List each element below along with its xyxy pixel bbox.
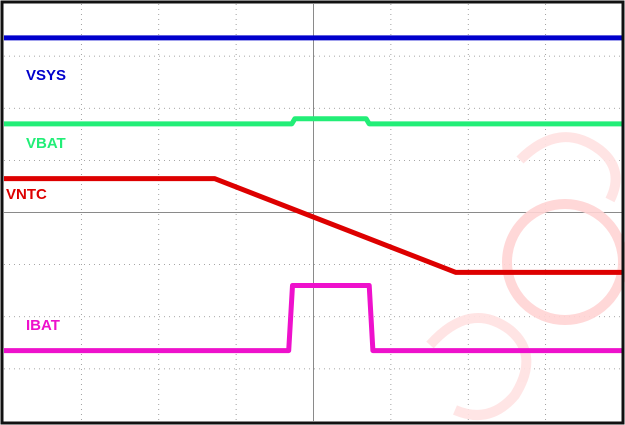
series-label-ibat: IBAT	[26, 317, 60, 334]
trace-vbat	[4, 116, 623, 127]
trace-labels: VSYS VBAT VNTC IBAT	[6, 67, 66, 334]
grid	[4, 4, 623, 421]
series-label-vsys: VSYS	[26, 67, 66, 84]
series-label-vntc: VNTC	[6, 186, 47, 203]
trace-vntc	[4, 176, 623, 275]
traces	[4, 35, 623, 354]
trace-ibat	[4, 283, 623, 354]
series-label-vbat: VBAT	[26, 135, 66, 152]
